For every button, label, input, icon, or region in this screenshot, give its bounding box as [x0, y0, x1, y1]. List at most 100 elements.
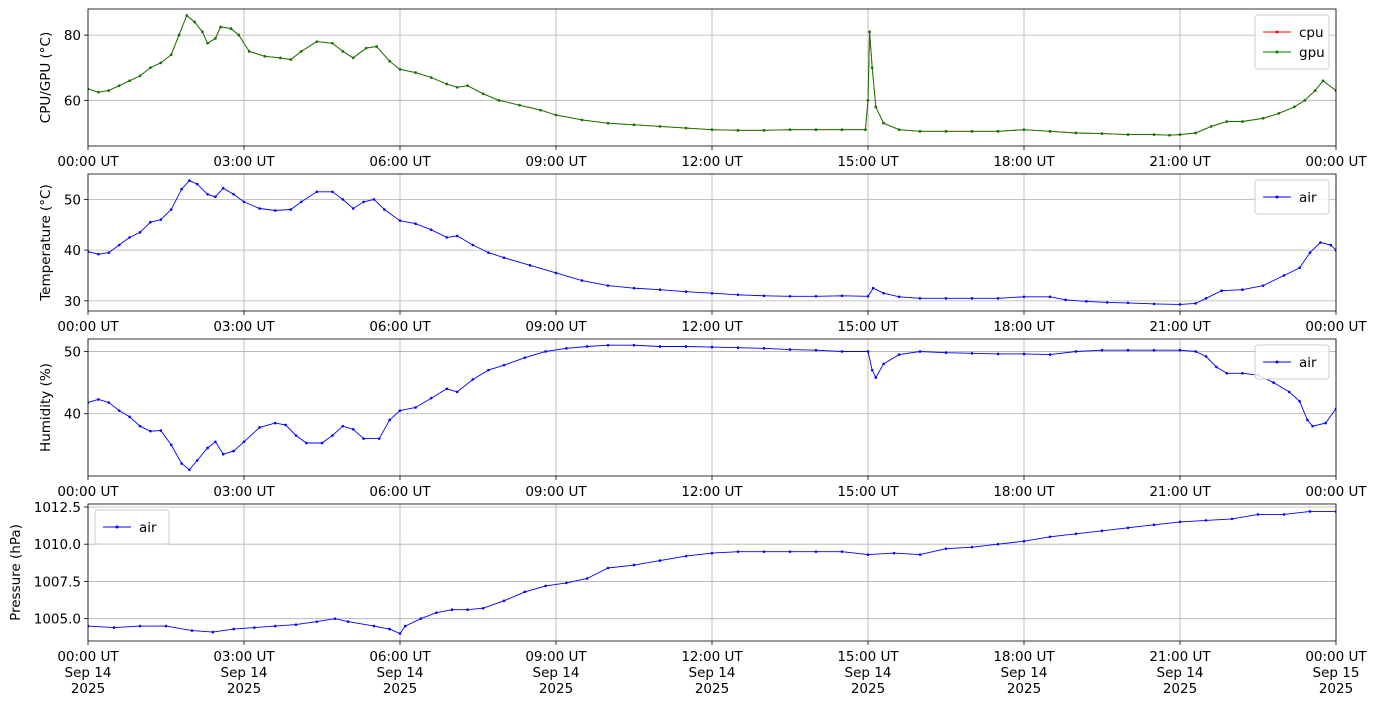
y-axis-label: Pressure (hPa) [8, 524, 24, 621]
data-point [221, 452, 225, 456]
data-point [1204, 519, 1208, 522]
y-tick-label: 50 [64, 192, 81, 208]
data-point [1319, 241, 1322, 244]
data-point [996, 297, 1000, 300]
data-point [429, 228, 433, 232]
data-point [1272, 381, 1275, 384]
data-point [1074, 532, 1078, 536]
data-point [788, 294, 792, 298]
data-point [840, 294, 844, 298]
data-point [414, 406, 417, 409]
data-point [632, 343, 636, 347]
data-point [970, 297, 974, 300]
data-point [1277, 112, 1281, 115]
data-point [1311, 424, 1314, 428]
data-point [866, 350, 870, 353]
data-point [487, 368, 490, 372]
data-point [481, 606, 485, 610]
x-tick-label: 18:00 UT [993, 319, 1055, 335]
legend-label-gpu: gpu [1299, 45, 1325, 61]
y-axis-label: CPU/GPU (°C) [38, 32, 54, 123]
series-air [88, 179, 1336, 306]
x-tick-label: 18:00 UT [993, 484, 1055, 500]
data-point [1241, 288, 1244, 291]
data-point [388, 627, 391, 631]
data-point [188, 468, 191, 472]
data-point [481, 92, 485, 96]
x-tick-label: 06:00 UT [369, 484, 431, 500]
data-point [180, 462, 183, 465]
data-point [1220, 289, 1223, 293]
x-tick-label: 00:00 UT [57, 484, 119, 500]
x-tick-label: 12:00 UT [681, 484, 743, 500]
data-point [1100, 348, 1104, 352]
data-point [149, 66, 152, 70]
data-point [684, 126, 688, 130]
legend-box [1254, 14, 1330, 70]
data-point [658, 345, 662, 348]
data-point [206, 192, 209, 196]
data-point [736, 550, 740, 553]
data-point [996, 542, 1000, 546]
data-point [128, 79, 131, 83]
data-point [1085, 300, 1088, 303]
data-point [996, 130, 1000, 133]
data-point [117, 84, 121, 87]
y-tick-label: 30 [64, 294, 81, 310]
data-point [658, 559, 662, 562]
data-point [866, 99, 870, 102]
data-point [1241, 120, 1244, 123]
legend-marker-air [115, 525, 119, 529]
data-point [221, 186, 225, 190]
data-point [229, 27, 233, 30]
legend-marker-air [1275, 195, 1279, 199]
data-point [169, 53, 173, 56]
data-point [429, 396, 433, 400]
data-point [159, 61, 163, 65]
data-point [1282, 513, 1286, 516]
x-tick-label: 12:00 UT [681, 319, 743, 335]
data-point [305, 441, 308, 445]
data-point [840, 550, 844, 553]
data-point [435, 611, 438, 615]
data-point [1282, 274, 1286, 277]
data-point [273, 421, 277, 425]
data-point [944, 547, 948, 550]
data-point [684, 554, 688, 558]
data-point [502, 599, 506, 603]
data-point [206, 446, 209, 450]
data-point [398, 409, 402, 412]
data-point [455, 85, 459, 89]
data-point [455, 390, 459, 394]
data-point [970, 352, 974, 355]
data-point [1048, 295, 1052, 299]
data-point [814, 550, 818, 553]
data-point [214, 37, 217, 40]
data-point [1178, 133, 1182, 136]
data-point [289, 208, 293, 211]
data-point [1293, 105, 1296, 109]
data-point [1074, 131, 1078, 135]
data-point [1152, 302, 1156, 306]
y-tick-label: 1012.5 [34, 500, 81, 516]
x-tick-label: 06:00 UT [369, 154, 431, 170]
data-point [918, 130, 922, 133]
data-point [206, 41, 209, 45]
data-point [606, 566, 610, 570]
data-point [1230, 517, 1234, 521]
data-point [1241, 371, 1244, 375]
legend-box [1254, 344, 1330, 380]
data-point [1126, 301, 1130, 305]
data-point [128, 415, 131, 419]
data-point [211, 630, 215, 634]
data-point [814, 348, 818, 352]
series-line-air [88, 344, 1336, 471]
data-point [606, 284, 610, 287]
data-point [1126, 348, 1130, 352]
x-tick-label: 12:00 UT Sep 14 2025 [681, 649, 743, 697]
data-point [868, 30, 871, 34]
data-point [253, 626, 256, 629]
data-point [565, 581, 568, 585]
data-point [658, 125, 662, 128]
legend: cpu gpu [1254, 14, 1330, 70]
